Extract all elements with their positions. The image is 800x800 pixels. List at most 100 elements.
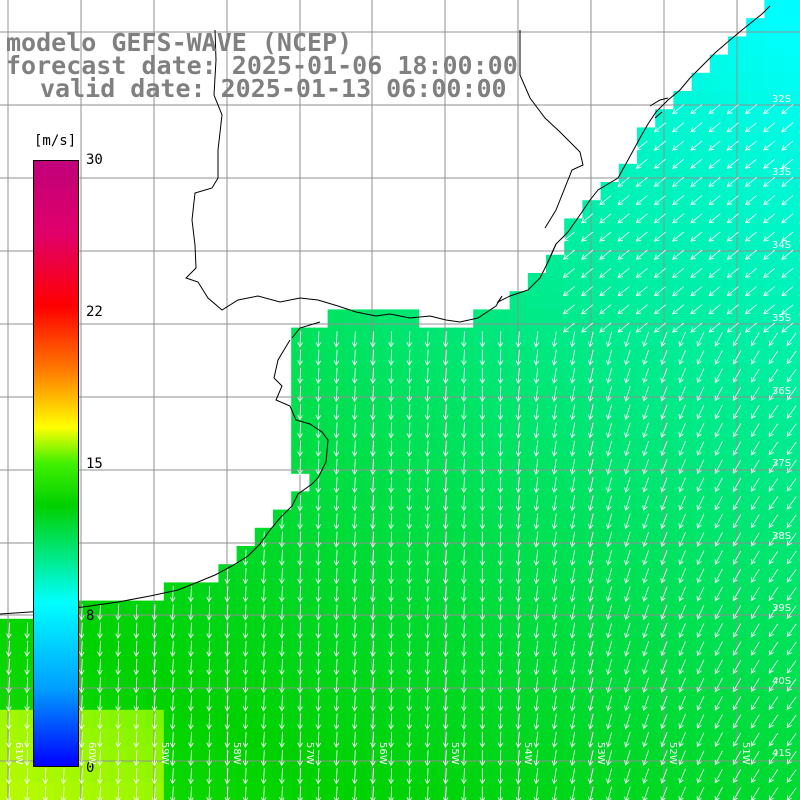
wind-arrow	[315, 367, 322, 385]
wind-arrow	[768, 332, 779, 347]
wind-arrow	[551, 349, 558, 366]
wind-arrow	[732, 641, 742, 656]
wind-cell	[600, 182, 620, 201]
wind-arrow	[599, 267, 612, 279]
wind-cell	[600, 291, 620, 310]
wind-arrow	[370, 440, 376, 457]
wind-arrow	[786, 423, 797, 438]
wind-arrow	[635, 249, 648, 260]
wind-arrow	[279, 731, 285, 749]
wind-arrow	[551, 713, 558, 730]
wind-arrow	[569, 513, 576, 530]
wind-arrow	[78, 677, 85, 694]
wind-cell	[782, 564, 800, 583]
wind-arrow	[115, 677, 121, 694]
wind-arrow	[569, 659, 576, 676]
wind-cell	[691, 491, 711, 511]
wind-arrow	[599, 213, 612, 224]
wind-arrow	[315, 531, 322, 548]
wind-arrow	[696, 459, 705, 475]
wind-arrow	[569, 440, 576, 457]
wind-arrow	[660, 404, 668, 420]
wind-arrow	[726, 249, 739, 260]
wind-arrow	[279, 640, 285, 658]
wind-arrow	[696, 623, 705, 639]
wind-cell	[691, 382, 711, 401]
wind-cell	[782, 455, 800, 474]
wind-arrow	[678, 786, 686, 800]
wind-arrow	[672, 249, 685, 260]
wind-arrow	[588, 422, 594, 439]
wind-arrow	[351, 476, 358, 494]
wind-arrow	[726, 231, 739, 242]
wind-arrow	[461, 749, 467, 767]
wind-arrow	[479, 422, 486, 439]
colorbar	[33, 160, 79, 767]
wind-arrow	[569, 367, 576, 384]
wind-arrow	[606, 786, 613, 800]
wind-arrow	[588, 458, 594, 475]
wind-arrow	[479, 495, 486, 512]
wind-arrow	[442, 458, 449, 476]
wind-arrow	[768, 587, 779, 601]
wind-arrow	[569, 640, 576, 657]
wind-arrow	[732, 514, 742, 529]
wind-arrow	[581, 267, 594, 279]
wind-arrow	[370, 586, 376, 603]
wind-arrow	[406, 586, 413, 603]
wind-cell	[655, 618, 674, 638]
wind-arrow	[169, 749, 176, 767]
wind-arrow	[714, 514, 723, 529]
wind-arrow	[732, 623, 742, 638]
wind-arrow	[315, 604, 322, 621]
wind-cell	[673, 764, 693, 784]
wind-cell	[637, 127, 656, 147]
wind-arrow	[424, 440, 431, 457]
wind-cell	[782, 709, 800, 729]
wind-cell	[709, 618, 729, 638]
wind-arrow	[624, 331, 631, 348]
wind-arrow	[351, 385, 358, 403]
wind-arrow	[297, 549, 303, 567]
wind-arrow	[732, 477, 742, 493]
wind-arrow	[333, 331, 340, 348]
wind-arrow	[678, 368, 686, 384]
wind-arrow	[188, 768, 194, 785]
wind-arrow	[333, 422, 340, 439]
wind-arrow	[581, 213, 594, 224]
wind-arrow	[642, 349, 649, 366]
wind-cell	[618, 309, 638, 329]
wind-arrow	[708, 249, 721, 260]
lat-label: 33S	[772, 167, 792, 178]
wind-arrow	[115, 658, 121, 676]
wind-cell	[655, 436, 674, 456]
wind-arrow	[617, 195, 630, 206]
wind-cell	[637, 145, 656, 165]
wind-arrow	[351, 349, 358, 366]
wind-arrow	[442, 495, 449, 512]
wind-cell	[764, 509, 784, 529]
wind-cell	[709, 455, 729, 474]
wind-arrow	[642, 768, 649, 784]
wind-arrow	[297, 786, 303, 800]
wind-arrow	[533, 713, 540, 730]
wind-arrow	[551, 659, 558, 676]
wind-cell	[491, 309, 511, 329]
wind-arrow	[696, 714, 705, 730]
wind-arrow	[406, 531, 413, 548]
wind-arrow	[624, 495, 631, 512]
wind-cell	[600, 218, 620, 238]
wind-arrow	[660, 713, 668, 730]
wind-arrow	[133, 622, 140, 639]
lon-label: 57W	[304, 742, 315, 765]
wind-arrow	[714, 495, 723, 511]
wind-arrow	[315, 513, 322, 530]
wind-arrow	[260, 567, 267, 585]
wind-arrow	[660, 622, 668, 639]
wind-arrow	[786, 332, 797, 347]
wind-arrow	[750, 623, 760, 638]
lat-label: 38S	[772, 531, 792, 542]
wind-arrow	[224, 567, 231, 585]
wind-arrow	[115, 695, 121, 712]
wind-arrow	[333, 622, 340, 639]
